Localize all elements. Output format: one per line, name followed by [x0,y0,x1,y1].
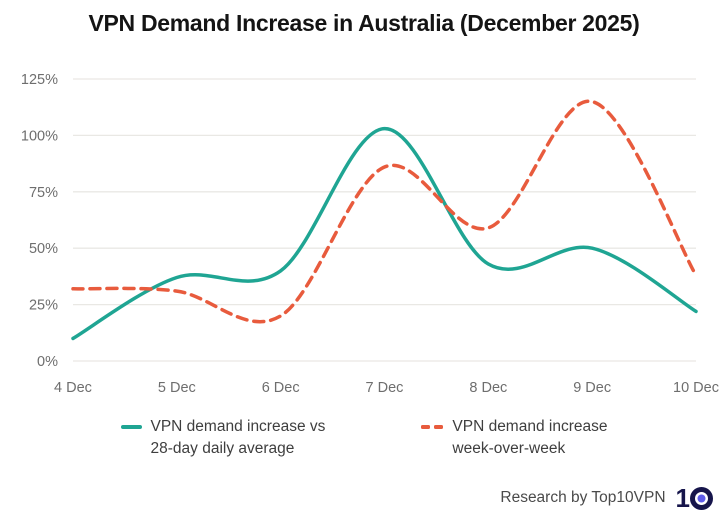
legend-label: VPN demand increase vs 28-day daily aver… [151,416,326,460]
x-tick-label: 4 Dec [54,380,92,396]
top10vpn-logo-icon: 1 [675,483,713,513]
x-tick-label: 5 Dec [158,380,196,396]
y-tick-label: 125% [21,72,58,88]
legend-label-line2: week-over-week [452,440,566,457]
logo-dot-icon [697,494,705,503]
y-tick-label: 25% [29,298,58,314]
legend-swatch-dashed-orange-icon [421,425,444,429]
logo-ring-icon [690,486,713,510]
y-tick-label: 50% [29,241,58,257]
research-credit: Research by Top10VPN [500,489,666,506]
footer: Research by Top10VPN 1 [500,483,713,513]
series-line-vpn-demand-increase-vs-28-day-daily-average [71,126,698,341]
y-tick-label: 75% [29,185,58,201]
legend-label: VPN demand increase week-over-week [452,416,607,460]
solid-line-icon [120,425,142,429]
line-chart-plot: 0% 25% 50% 75% 100% 125% 4 Dec 5 Dec 6 Dec 7 Dec 8… [21,72,719,396]
chart-title: VPN Demand Increase in Australia (Decemb… [88,10,640,36]
chart-legend: VPN demand increase vs 28-day daily aver… [0,416,728,460]
legend-label-line2: 28-day daily average [150,440,295,457]
x-tick-label: 7 Dec [366,380,404,396]
series-line-vpn-demand-increase-week-over-week [71,99,698,324]
legend-label-line1: VPN demand increase [452,418,608,435]
x-tick-label: 6 Dec [262,380,300,396]
dashed-line-icon [434,425,444,429]
y-tick-label: 0% [37,354,58,370]
legend-label-line1: VPN demand increase vs [150,418,326,435]
dashed-line-icon [421,425,431,429]
legend-item-week-over-week: VPN demand increase week-over-week [421,416,607,460]
x-tick-label: 8 Dec [469,380,507,396]
logo-digit: 1 [675,483,691,513]
legend-swatch-solid-teal-icon [120,425,142,429]
x-tick-label: 9 Dec [573,380,611,396]
legend-item-vs-28-day-average: VPN demand increase vs 28-day daily aver… [120,416,326,460]
y-tick-label: 100% [21,128,58,144]
x-tick-label: 10 Dec [673,380,719,396]
